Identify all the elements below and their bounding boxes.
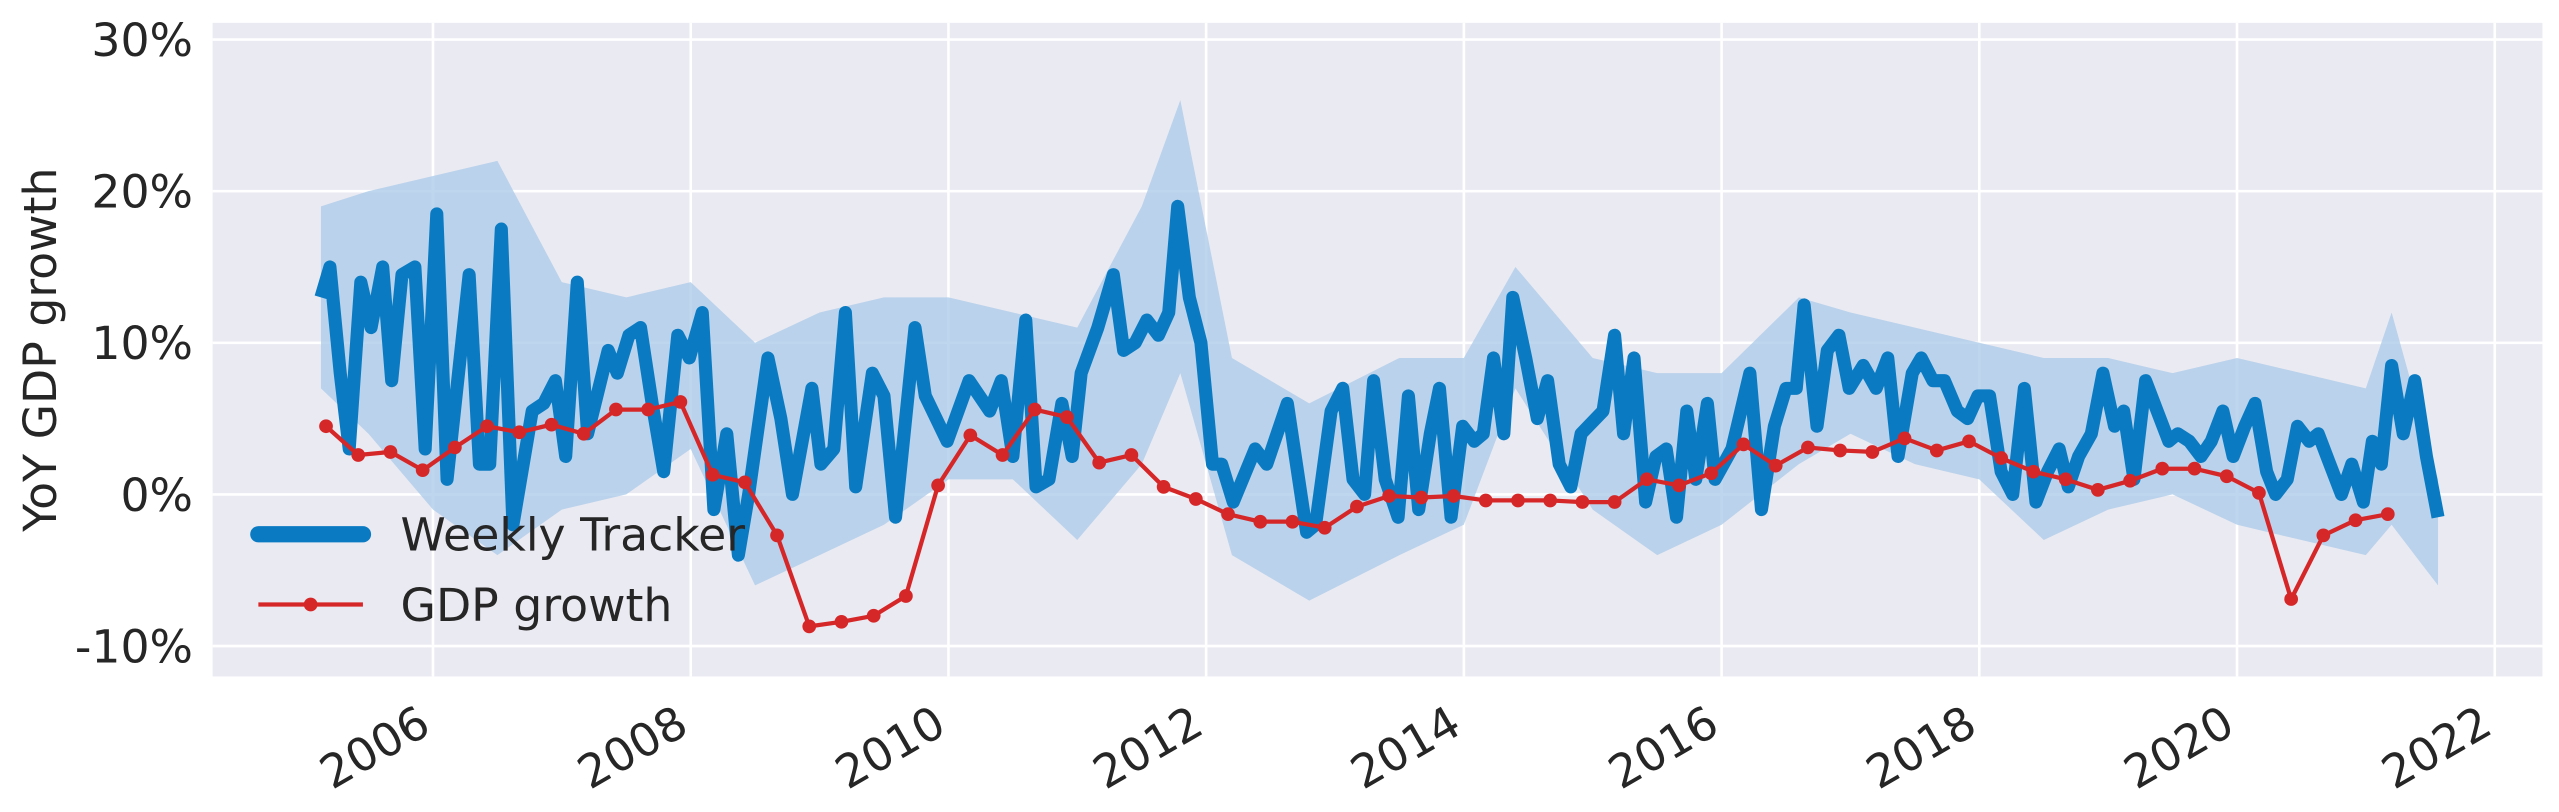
x-tick-label: 2010: [827, 696, 954, 800]
data-point: [1962, 434, 1976, 449]
data-point: [931, 478, 945, 493]
data-point: [1801, 440, 1815, 455]
x-tick-label: 2012: [1084, 696, 1211, 800]
x-tick-label: 2022: [2373, 696, 2500, 800]
data-point: [319, 419, 333, 434]
data-point: [705, 467, 720, 482]
y-axis-label: YoY GDP growth: [14, 168, 67, 533]
x-tick-label: 2016: [1600, 696, 1727, 800]
data-point: [1511, 493, 1525, 508]
data-point: [1736, 437, 1751, 452]
data-point: [1414, 490, 1429, 505]
data-point: [737, 475, 752, 490]
data-point: [866, 608, 881, 623]
y-tick-label: 0%: [120, 469, 193, 522]
data-point: [2348, 513, 2363, 528]
data-point: [995, 448, 1010, 462]
data-point: [1060, 410, 1074, 424]
data-point: [1124, 448, 1139, 462]
data-point: [480, 419, 494, 434]
data-point: [1897, 431, 1912, 446]
data-point: [2380, 507, 2395, 522]
legend-label: Weekly Tracker: [401, 509, 746, 562]
data-point: [1704, 466, 1719, 481]
x-tick-label: 2018: [1858, 696, 1985, 800]
data-point: [609, 402, 623, 417]
data-point: [1285, 514, 1300, 529]
y-tick-label: -10%: [75, 620, 193, 673]
data-point: [1575, 495, 1590, 509]
data-point: [1639, 472, 1654, 487]
x-tick-label: 2020: [2115, 696, 2242, 800]
data-point: [899, 589, 913, 603]
legend-marker: [303, 597, 318, 612]
x-tick-label: 2008: [569, 696, 696, 800]
y-tick-label: 30%: [91, 14, 193, 67]
data-point: [1221, 507, 1235, 522]
data-point: [641, 402, 656, 417]
data-point: [1929, 443, 1944, 458]
y-tick-label: 20%: [91, 166, 193, 219]
data-point: [802, 619, 817, 634]
data-point: [1188, 492, 1203, 506]
data-point: [1446, 489, 1461, 503]
data-point: [1253, 514, 1268, 529]
data-point: [1156, 479, 1171, 494]
data-point: [1994, 451, 2009, 465]
data-point: [2284, 592, 2299, 606]
data-point: [2155, 461, 2170, 476]
data-point: [1092, 455, 1107, 470]
data-point: [2252, 486, 2266, 500]
data-point: [834, 614, 849, 629]
data-point: [1833, 443, 1848, 458]
data-point: [2090, 483, 2105, 497]
y-tick-label: 10%: [91, 317, 193, 370]
data-point: [2123, 473, 2137, 488]
data-point: [512, 425, 527, 440]
data-point: [2026, 464, 2041, 479]
data-point: [448, 440, 462, 455]
data-point: [1768, 458, 1783, 473]
x-tick-label: 2006: [311, 696, 438, 800]
data-point: [673, 395, 688, 409]
data-point: [1027, 402, 1042, 417]
data-point: [1865, 445, 1880, 459]
data-point: [383, 445, 398, 459]
data-point: [576, 426, 591, 441]
data-point: [2316, 528, 2331, 543]
data-point: [2187, 461, 2202, 476]
data-point: [1672, 478, 1686, 493]
data-point: [1543, 493, 1558, 508]
series-line: [314, 199, 2445, 562]
legend-label: GDP growth: [401, 579, 673, 632]
data-point: [1478, 493, 1493, 508]
data-point: [415, 463, 430, 478]
data-point: [2058, 472, 2073, 487]
data-point: [1317, 520, 1332, 535]
data-point: [1350, 499, 1364, 514]
data-point: [351, 448, 366, 462]
data-point: [963, 428, 978, 443]
data-point: [1382, 489, 1396, 503]
data-point: [1607, 495, 1622, 509]
data-point: [770, 528, 784, 543]
x-tick-label: 2014: [1342, 696, 1469, 800]
data-point: [2219, 469, 2234, 484]
data-point: [544, 417, 559, 432]
